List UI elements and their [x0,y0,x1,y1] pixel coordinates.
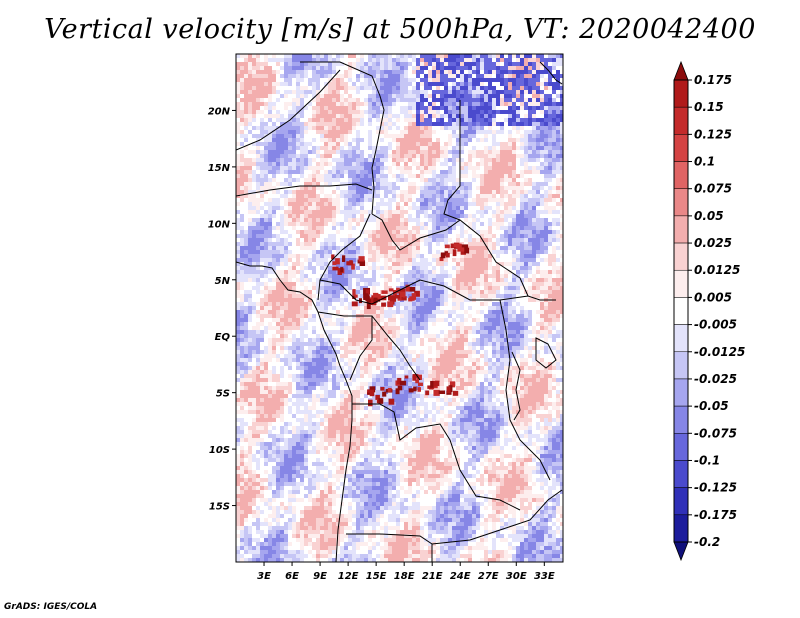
lake-outline [511,351,521,421]
colorbar-swatch [673,215,689,244]
colorbar-label: -0.175 [694,508,737,522]
x-tick-label: 9E [313,571,327,582]
colorbar-swatch [673,134,689,162]
colorbar-swatch [673,242,689,271]
colorbar-swatch [673,351,689,380]
y-tick-label: 5S [216,389,230,400]
border-line [371,213,461,251]
colorbar-label: 0.05 [694,209,724,223]
border-line [431,489,563,545]
colorbar-swatch [673,514,689,543]
colorbar-label: 0.125 [694,127,732,141]
colorbar-label: -0.0125 [694,345,745,359]
vertical-velocity-field [236,54,563,562]
colorbar-label: -0.005 [694,318,737,332]
colorbar-swatch [673,378,689,407]
x-tick-label: 30E [506,571,527,582]
x-tick-label: 3E [257,571,271,582]
colorbar-swatch [673,106,689,135]
colorbar-swatch [673,324,689,353]
border-line [371,315,421,381]
y-tick-label: 15N [208,163,231,174]
colorbar-label: 0.1 [694,155,715,169]
x-tick-label: 6E [285,571,299,582]
colorbar-label: 0.175 [694,73,732,87]
colorbar-label: -0.025 [694,372,737,386]
border-line [443,100,529,297]
map-frame [235,53,564,563]
grads-credit: GrADS: IGES/COLA [4,602,98,612]
border-line [236,183,373,197]
colorbar-label: -0.05 [694,399,729,413]
colorbar-swatch [673,269,689,298]
x-tick-label: 15E [366,571,387,582]
border-line [300,61,385,215]
colorbar-cap-top [673,60,689,81]
colorbar-label: 0.15 [694,100,724,114]
x-tick-label: 33E [534,571,555,582]
border-line [352,403,521,511]
y-tick-label: 10S [209,445,230,456]
coastline [236,261,353,562]
colorbar-label: 0.0125 [694,263,740,277]
y-tick-label: EQ [215,332,231,343]
border-line [317,213,371,301]
y-tick-label: 5N [215,276,231,287]
colorbar-swatch [673,188,689,217]
border-line [317,311,373,381]
x-tick-label: 24E [450,571,471,582]
colorbar-swatch [673,433,689,461]
colorbar-label: -0.075 [694,426,737,440]
colorbar-label: -0.125 [694,481,737,495]
y-axis: 20N 15N 10N 5N EQ 5S 10S 15S [208,106,236,513]
colorbar-label: -0.2 [694,535,720,549]
colorbar-swatch [673,297,689,325]
colorbar-swatch [673,487,689,516]
x-axis: 3E 6E 9E 12E 15E 18E 21E 24E 27E 30E 33E [257,562,555,582]
x-tick-label: 18E [394,571,415,582]
colorbar-swatch [673,161,689,189]
y-tick-label: 20N [208,106,231,117]
colorbar-swatch [673,405,689,434]
x-tick-label: 21E [422,571,443,582]
coastline [539,61,563,85]
x-tick-label: 12E [338,571,359,582]
colorbar-swatch [673,79,689,108]
colorbar-label: 0.005 [694,290,732,304]
border-line [236,69,341,151]
chart-title: Vertical velocity [m/s] at 500hPa, VT: 2… [44,14,756,45]
country-borders [236,61,563,562]
colorbar: 0.175 0.15 0.125 0.1 0.075 0.05 0.025 0.0125 0.0… [673,60,745,562]
border-line [346,533,433,562]
colorbar-cap-bottom [673,541,689,562]
y-tick-label: 15S [209,502,230,513]
colorbar-label: -0.1 [694,453,720,467]
colorbar-label: 0.025 [694,236,732,250]
y-tick-label: 10N [208,219,231,230]
border-line [319,279,556,305]
colorbar-swatch [673,460,689,488]
lake-outline [535,337,557,369]
border-line [499,299,551,481]
colorbar-label: 0.075 [694,182,732,196]
x-tick-label: 27E [478,571,499,582]
